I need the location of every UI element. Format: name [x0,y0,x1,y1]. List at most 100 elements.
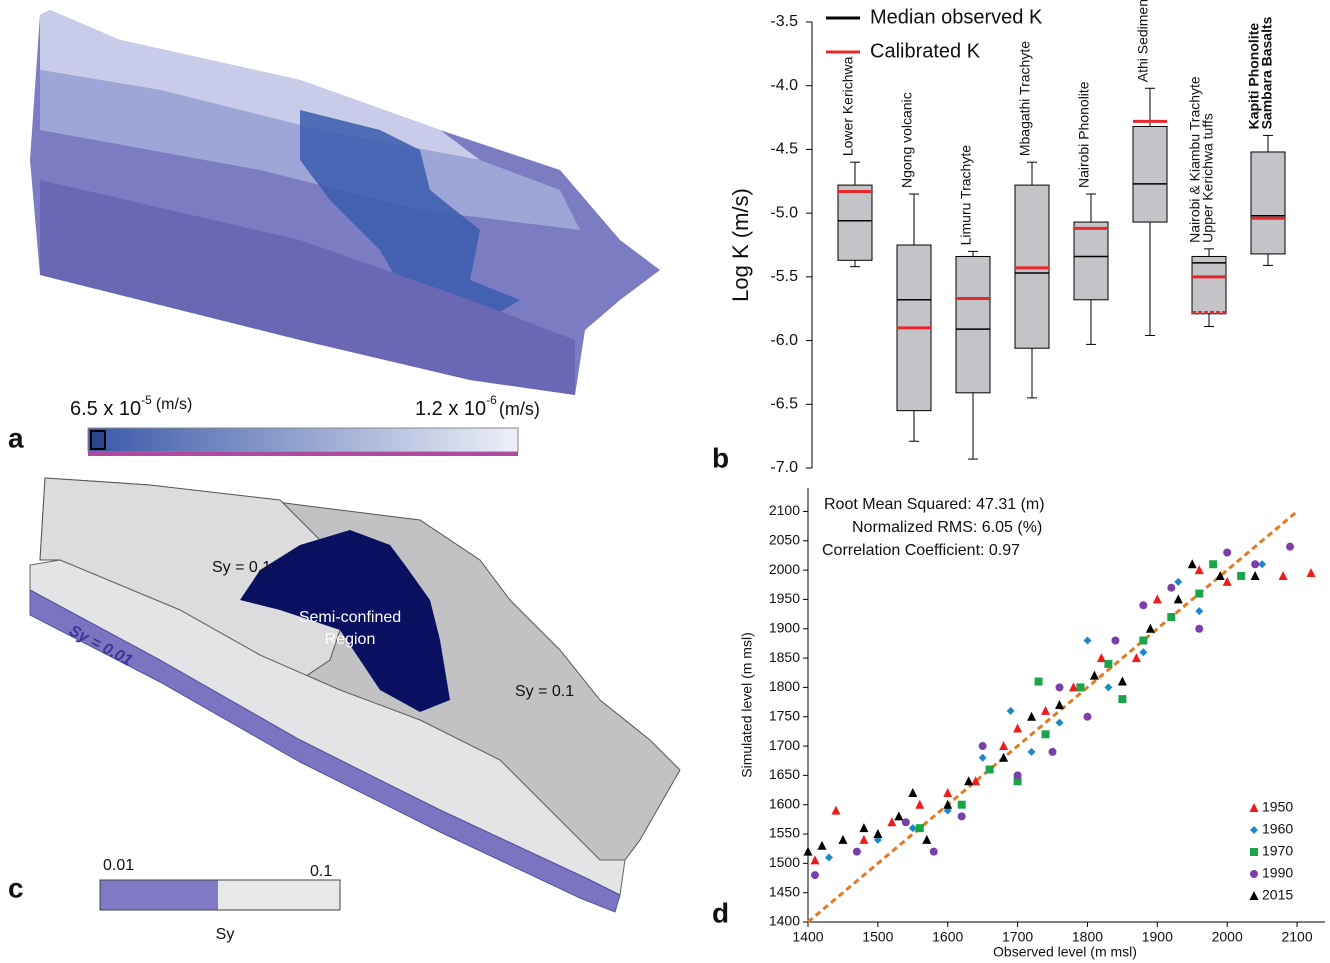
colorbar-label: 6.5 x 10-5 (m/s) [70,393,192,420]
point [1139,601,1148,610]
panel-c-model [29,477,681,913]
point [915,824,924,833]
point [810,855,820,865]
label-exponent: -5 [141,393,152,407]
point [1194,565,1204,575]
y-tick-label: 1500 [769,854,800,870]
point [1278,570,1288,580]
point [1118,695,1127,704]
legend-label: 1970 [1262,843,1293,859]
y-tick-label: -4.5 [770,141,798,158]
x-tick-label: 1900 [1142,929,1173,945]
legend-label: 1990 [1262,865,1293,881]
point [978,753,987,762]
y-tick-label: 2100 [769,502,800,518]
point [1251,560,1260,569]
region-label: Sy = 0.1 [212,559,271,576]
point [1013,771,1022,780]
y-axis-title: Simulated level (m msl) [739,632,755,777]
colorbar-label: 0.1 [310,863,332,880]
point [901,818,910,827]
panel-label: a [8,422,24,453]
region-label: Region [325,631,376,648]
point [1048,747,1057,756]
category-label: Kapiti Phonolite [1246,23,1262,130]
point [985,765,994,774]
point [1174,577,1183,586]
point [1222,576,1232,586]
point [1195,624,1204,633]
point [1104,683,1113,692]
point [1089,670,1099,680]
region-label: Semi-confined [299,609,401,626]
point [859,823,869,833]
colorbar-label: 1.2 x 10-6 (m/s) [415,393,540,420]
point [1139,636,1148,645]
point [887,817,897,827]
point [978,742,987,751]
y-tick-label: 1600 [769,795,800,811]
point [1286,542,1295,551]
panel-a-colorbar [87,427,519,456]
point [1055,718,1064,727]
legend-label: Calibrated K [870,40,981,62]
point [1237,571,1246,580]
point [1083,712,1092,721]
point [1013,723,1023,733]
y-tick-label: -5.0 [770,204,798,221]
colorbar-title: Sy [216,926,235,943]
point [1041,705,1051,715]
point [915,799,925,809]
point [1167,583,1176,592]
point [922,834,932,844]
panel-label: b [712,442,729,473]
point [999,752,1009,762]
x-axis-title: Observed level (m msl) [993,944,1137,960]
point [1250,570,1260,580]
box [955,255,991,394]
y-tick-label: -3.5 [770,13,798,30]
y-tick-label: 1550 [769,825,800,841]
y-tick-label: 1950 [769,590,800,606]
point [1195,589,1204,598]
legend-label: 1950 [1262,799,1293,815]
point [964,776,974,786]
region-label: Sy = 0.1 [515,683,574,700]
x-tick-label: 1500 [862,929,893,945]
point [1223,548,1232,557]
point [1055,700,1065,709]
x-tick-label: 1600 [932,929,963,945]
point [1068,682,1078,692]
legend-marker [1249,891,1259,900]
legend-label: 1960 [1262,821,1293,837]
y-tick-label: 1900 [769,619,800,635]
annotation: Normalized RMS: 6.05 (%) [852,519,1042,536]
point [1195,607,1204,616]
point [1117,676,1127,686]
x-tick-label: 1400 [792,929,823,945]
panel-label: c [8,872,24,903]
box [1250,151,1286,255]
point [873,829,883,839]
point [852,847,861,856]
category-label: Mbagathi Trachyte [1017,41,1033,156]
point [929,847,938,856]
category-label: Limuru Trachyte [958,145,974,246]
point [999,741,1009,751]
legend-marker [1250,870,1258,878]
y-tick-label: 1750 [769,707,800,723]
y-tick-label: 2000 [769,561,800,577]
point [1096,653,1106,663]
point [1145,623,1155,633]
x-tick-label: 2100 [1281,929,1312,945]
point [1258,560,1267,569]
point [1139,648,1148,657]
point [824,853,833,862]
point [1083,636,1092,645]
box [1073,221,1109,301]
x-tick-label: 1800 [1072,929,1103,945]
category-label: Lower Kerichwa [840,56,856,156]
colorbar-label: 0.01 [103,857,134,874]
point [1076,683,1085,692]
